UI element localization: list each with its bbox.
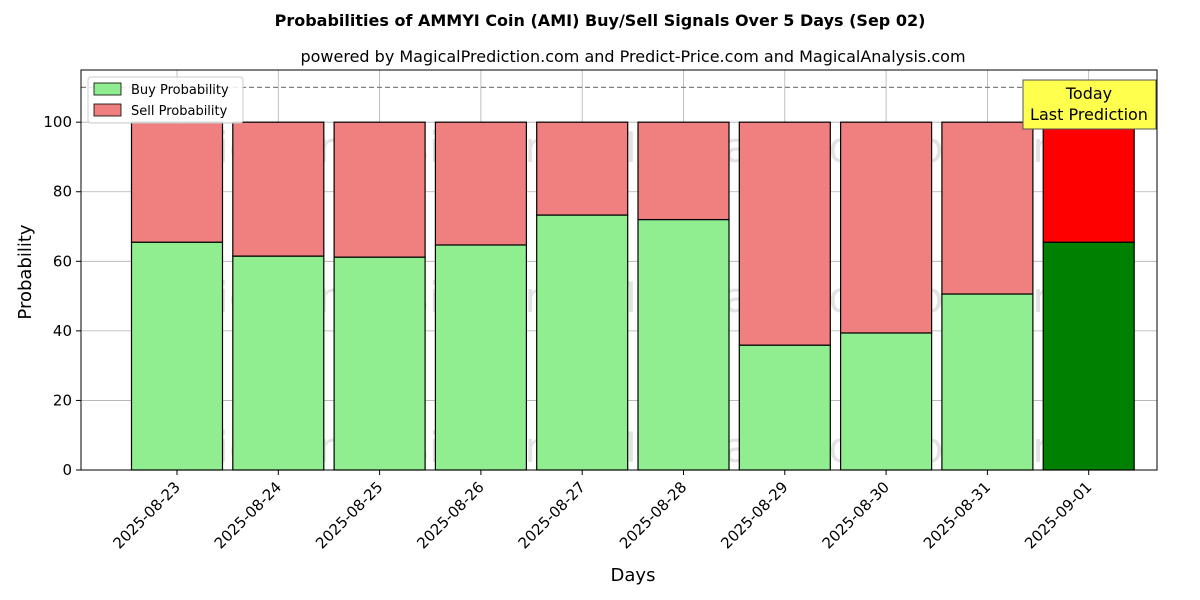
annotation-line-2: Last Prediction bbox=[1030, 105, 1148, 124]
bar-sell-2025-08-31 bbox=[941, 121, 1034, 295]
bar-sell-2025-09-01 bbox=[1042, 121, 1135, 243]
bar-sell-2025-08-27 bbox=[536, 121, 629, 216]
x-tick-label-4: 2025-08-27 bbox=[515, 478, 589, 552]
chart-title: Probabilities of AMMYI Coin (AMI) Buy/Se… bbox=[275, 11, 926, 30]
y-axis-ticks: 0 20 40 60 80 100 bbox=[43, 113, 81, 479]
y-tick-label-3: 60 bbox=[53, 252, 72, 270]
bar-buy-2025-08-28 bbox=[637, 218, 730, 471]
bar-buy-2025-08-30 bbox=[839, 332, 933, 471]
chart-subtitle: powered by MagicalPrediction.com and Pre… bbox=[300, 47, 965, 66]
x-tick-label-7: 2025-08-30 bbox=[819, 478, 893, 552]
y-tick-label-2: 40 bbox=[53, 322, 72, 340]
bar-buy-2025-08-29 bbox=[738, 344, 831, 471]
bar-buy-2025-08-25 bbox=[333, 256, 426, 471]
annotation-box bbox=[1022, 79, 1157, 130]
legend-swatch-buy bbox=[93, 82, 122, 96]
x-tick-label-5: 2025-08-28 bbox=[616, 478, 690, 552]
x-tick-label-2: 2025-08-25 bbox=[312, 478, 386, 552]
bar-sell-2025-08-29 bbox=[738, 121, 831, 346]
legend-label-buy: Buy Probability bbox=[131, 83, 229, 98]
bar-sell-2025-08-25 bbox=[333, 121, 426, 258]
annotation-line-1: Today bbox=[1065, 84, 1112, 103]
x-tick-label-1: 2025-08-24 bbox=[211, 478, 285, 552]
x-tick-label-3: 2025-08-26 bbox=[413, 478, 487, 552]
bar-buy-2025-09-01 bbox=[1042, 241, 1135, 471]
x-axis-ticks: 2025-08-23 2025-08-24 2025-08-25 2025-08-26… bbox=[109, 470, 1096, 552]
bar-sell-2025-08-23 bbox=[130, 121, 224, 243]
y-tick-label-1: 20 bbox=[53, 391, 72, 409]
x-tick-label-6: 2025-08-29 bbox=[717, 478, 791, 552]
bar-sell-2025-08-24 bbox=[232, 121, 325, 257]
bar-sell-2025-08-30 bbox=[839, 121, 933, 334]
y-tick-label-4: 80 bbox=[53, 183, 72, 201]
legend-label-sell: Sell Probability bbox=[131, 104, 228, 119]
bar-buy-2025-08-24 bbox=[232, 255, 325, 471]
x-tick-label-0: 2025-08-23 bbox=[109, 478, 183, 552]
y-tick-label-5: 100 bbox=[43, 113, 72, 131]
x-tick-label-8: 2025-08-31 bbox=[920, 478, 994, 552]
bar-buy-2025-08-23 bbox=[130, 241, 224, 471]
x-axis-label: Days bbox=[611, 565, 656, 586]
bars bbox=[130, 121, 1135, 471]
bar-sell-2025-08-26 bbox=[434, 121, 527, 246]
x-tick-label-9: 2025-09-01 bbox=[1021, 478, 1095, 552]
bar-buy-2025-08-27 bbox=[536, 214, 629, 471]
legend: Buy Probability Sell Probability bbox=[87, 76, 244, 124]
bar-buy-2025-08-26 bbox=[434, 244, 527, 471]
plot-frame bbox=[80, 69, 1158, 471]
today-annotation: Today Last Prediction bbox=[1022, 79, 1157, 130]
y-tick-label-0: 0 bbox=[62, 461, 72, 479]
y-axis-label: Probability bbox=[15, 224, 36, 319]
bar-sell-2025-08-28 bbox=[637, 121, 730, 221]
bar-buy-2025-08-31 bbox=[941, 293, 1034, 471]
legend-box bbox=[87, 76, 244, 124]
legend-swatch-sell bbox=[93, 103, 122, 117]
